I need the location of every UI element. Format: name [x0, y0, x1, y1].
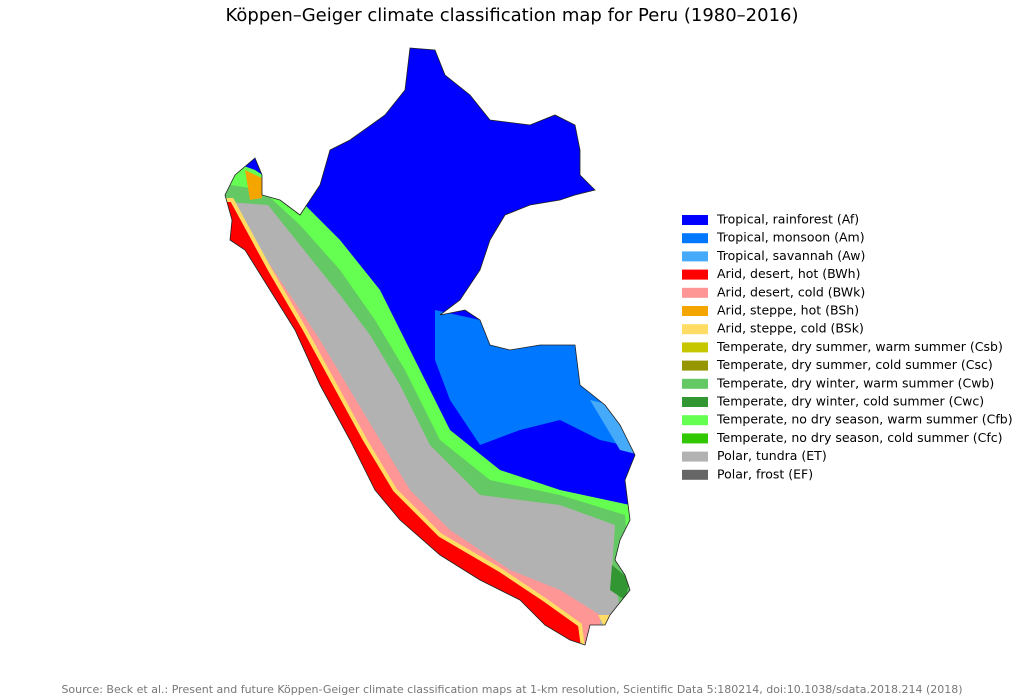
legend-swatch: [682, 324, 708, 335]
map-title: Köppen–Geiger climate classification map…: [225, 5, 798, 26]
legend-swatch: [682, 415, 708, 426]
legend-swatch: [682, 287, 708, 298]
legend-label: Tropical, monsoon (Am): [716, 230, 865, 245]
legend-swatch: [682, 378, 708, 389]
legend-label: Temperate, no dry season, warm summer (C…: [716, 412, 1013, 427]
legend-label: Temperate, dry winter, warm summer (Cwb): [716, 375, 994, 390]
legend-label: Tropical, savannah (Aw): [716, 248, 865, 263]
legend-swatch: [682, 306, 708, 316]
legend-label: Polar, frost (EF): [717, 466, 813, 481]
legend-label: Temperate, dry summer, warm summer (Csb): [716, 339, 1003, 354]
legend: Tropical, rainforest (Af) Tropical, monso…: [682, 212, 1013, 481]
legend-swatch: [682, 451, 708, 462]
region-aw: [590, 400, 635, 455]
legend-label: Arid, desert, cold (BWk): [717, 284, 865, 299]
legend-label: Arid, steppe, hot (BSh): [717, 303, 859, 318]
legend-swatch: [682, 360, 708, 371]
region-cwc: [610, 565, 630, 600]
legend-swatch: [682, 251, 708, 262]
legend-swatch: [682, 397, 708, 407]
legend-label: Polar, tundra (ET): [717, 448, 827, 463]
region-am: [435, 310, 635, 450]
legend-swatch: [682, 269, 708, 280]
legend-label: Arid, desert, hot (BWh): [717, 266, 860, 281]
legend-swatch: [682, 469, 708, 480]
region-bsh: [245, 170, 262, 200]
legend-label: Arid, steppe, cold (BSk): [717, 321, 864, 336]
legend-label: Temperate, no dry season, cold summer (C…: [716, 430, 1002, 445]
legend-swatch: [682, 342, 708, 353]
legend-label: Temperate, dry winter, cold summer (Cwc): [716, 394, 984, 409]
map-regions: [225, 48, 635, 645]
legend-swatch: [682, 433, 708, 444]
legend-swatch: [682, 215, 708, 225]
source-note: Source: Beck et al.: Present and future …: [61, 683, 962, 696]
legend-label: Tropical, rainforest (Af): [716, 212, 859, 227]
legend-swatch: [682, 233, 708, 244]
legend-label: Temperate, dry summer, cold summer (Csc): [716, 357, 993, 372]
